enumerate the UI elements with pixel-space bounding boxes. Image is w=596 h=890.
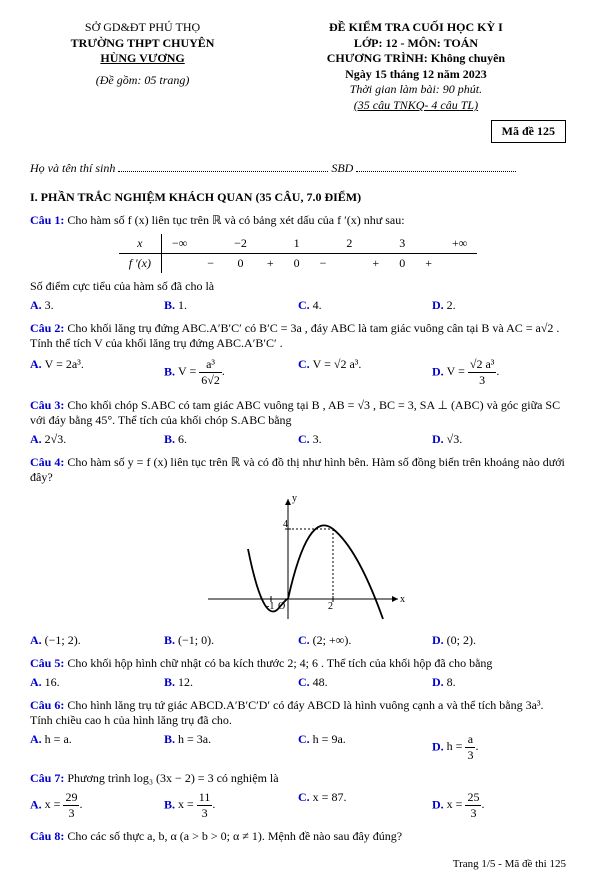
q2-ans-d: D. V = √2 a³3. [432, 357, 566, 388]
q5: Câu 5: Cho khối hộp hình chữ nhật có ba … [30, 656, 566, 671]
q3-text: Cho khối chóp S.ABC có tam giác ABC vuôn… [30, 398, 560, 427]
q7: Câu 7: Phương trình log₃ (3x − 2) = 3 có… [30, 771, 566, 786]
q4-ans-a: A. (−1; 2). [30, 633, 164, 648]
q7-text: Phương trình log₃ (3x − 2) = 3 có nghiệm… [67, 771, 278, 785]
q7-ans-d: D. x = 253. [432, 790, 566, 821]
doc-note: (Đề gồm: 05 trang) [30, 73, 255, 89]
q4-graph: x y 4 -1 O 2 [188, 489, 408, 629]
q7-ans-a: A. x = 293. [30, 790, 164, 821]
q7-label: Câu 7: [30, 771, 64, 785]
q4-label: Câu 4: [30, 455, 64, 469]
class-line: LỚP: 12 - MÔN: TOÁN [266, 36, 566, 52]
q1-stem2: Số điểm cực tiểu của hàm số đã cho là [30, 279, 566, 294]
q7-ans-c: C. x = 87. [298, 790, 432, 821]
q6-ans-d: D. h = a3. [432, 732, 566, 763]
q6-ans-b: B. h = 3a. [164, 732, 298, 763]
q4-ans-c: C. (2; +∞). [298, 633, 432, 648]
q4-ans-d: D. (0; 2). [432, 633, 566, 648]
q4: Câu 4: Cho hàm số y = f (x) liên tục trê… [30, 455, 566, 485]
svg-text:x: x [400, 594, 405, 605]
q1-ans-d: D. 2. [432, 298, 566, 313]
table-row: f ′(x)−0+0−+0+ [119, 253, 478, 273]
q6-answers: A. h = a. B. h = 3a. C. h = 9a. D. h = a… [30, 732, 566, 763]
q3-ans-d: D. √3. [432, 432, 566, 447]
q6: Câu 6: Cho hình lăng trụ tứ giác ABCD.A′… [30, 698, 566, 728]
q2-label: Câu 2: [30, 321, 64, 335]
q2: Câu 2: Cho khối lăng trụ đứng ABC.A′B′C′… [30, 321, 566, 351]
q8-label: Câu 8: [30, 829, 64, 843]
fill-line: Họ và tên thí sinh SBD [30, 161, 566, 176]
q6-ans-a: A. h = a. [30, 732, 164, 763]
q4-text: Cho hàm số y = f (x) liên tục trên ℝ và … [30, 455, 565, 484]
name-label: Họ và tên thí sinh [30, 161, 115, 175]
school-line1: TRƯỜNG THPT CHUYÊN [30, 36, 255, 52]
svg-text:4: 4 [283, 519, 288, 530]
q4-ans-b: B. (−1; 0). [164, 633, 298, 648]
q2-ans-c: C. V = √2 a³. [298, 357, 432, 388]
q3: Câu 3: Cho khối chóp S.ABC có tam giác A… [30, 398, 566, 428]
q5-label: Câu 5: [30, 656, 64, 670]
q5-text: Cho khối hộp hình chữ nhật có ba kích th… [67, 656, 492, 670]
q6-label: Câu 6: [30, 698, 64, 712]
q6-text: Cho hình lăng trụ tứ giác ABCD.A′B′C′D′ … [30, 698, 544, 727]
sbd-label: SBD [331, 161, 353, 175]
dept: SỞ GD&ĐT PHÚ THỌ [30, 20, 255, 36]
q3-ans-a: A. 2√3. [30, 432, 164, 447]
section1-title: I. PHẦN TRẮC NGHIỆM KHÁCH QUAN (35 CÂU, … [30, 190, 566, 205]
q1-label: Câu 1: [30, 213, 64, 227]
q1-ans-b: B. 1. [164, 298, 298, 313]
q5-ans-b: B. 12. [164, 675, 298, 690]
q4-answers: A. (−1; 2). B. (−1; 0). C. (2; +∞). D. (… [30, 633, 566, 648]
program-line: CHƯƠNG TRÌNH: Không chuyên [266, 51, 566, 67]
q5-ans-c: C. 48. [298, 675, 432, 690]
q2-ans-a: A. V = 2a³. [30, 357, 164, 388]
q1-sign-table: x−∞−2123+∞ f ′(x)−0+0−+0+ [119, 234, 478, 273]
q2-answers: A. V = 2a³. B. V = a³6√2. C. V = √2 a³. … [30, 355, 566, 390]
q8-text: Cho các số thực a, b, α (a > b > 0; α ≠ … [67, 829, 402, 843]
q5-answers: A. 16. B. 12. C. 48. D. 8. [30, 675, 566, 690]
svg-text:y: y [292, 493, 297, 504]
q2-ans-b: B. V = a³6√2. [164, 357, 298, 388]
q7-ans-b: B. x = 113. [164, 790, 298, 821]
date-line: Ngày 15 tháng 12 năm 2023 [266, 67, 566, 83]
q1-text: Cho hàm số f (x) liên tục trên ℝ và có b… [67, 213, 404, 227]
q6-ans-c: C. h = 9a. [298, 732, 432, 763]
q1-ans-c: C. 4. [298, 298, 432, 313]
format-line: (35 câu TNKQ- 4 câu TL) [266, 98, 566, 114]
header: SỞ GD&ĐT PHÚ THỌ TRƯỜNG THPT CHUYÊN HÙNG… [30, 20, 566, 114]
q1-ans-a: A. 3. [30, 298, 164, 313]
page-footer: Trang 1/5 - Mã đề thi 125 [30, 858, 566, 870]
header-left: SỞ GD&ĐT PHÚ THỌ TRƯỜNG THPT CHUYÊN HÙNG… [30, 20, 255, 114]
name-dotted [118, 171, 328, 172]
school-line2: HÙNG VƯƠNG [30, 51, 255, 67]
q1-answers: A. 3. B. 1. C. 4. D. 2. [30, 298, 566, 313]
duration-line: Thời gian làm bài: 90 phút. [266, 82, 566, 98]
q3-label: Câu 3: [30, 398, 64, 412]
q5-ans-d: D. 8. [432, 675, 566, 690]
q7-answers: A. x = 293. B. x = 113. C. x = 87. D. x … [30, 790, 566, 821]
exam-title: ĐỀ KIỂM TRA CUỐI HỌC KỲ I [266, 20, 566, 36]
table-row: x−∞−2123+∞ [119, 234, 478, 254]
q8: Câu 8: Cho các số thực a, b, α (a > b > … [30, 829, 566, 844]
svg-text:2: 2 [328, 601, 333, 612]
q3-ans-c: C. 3. [298, 432, 432, 447]
q3-answers: A. 2√3. B. 6. C. 3. D. √3. [30, 432, 566, 447]
q3-ans-b: B. 6. [164, 432, 298, 447]
q1: Câu 1: Cho hàm số f (x) liên tục trên ℝ … [30, 213, 566, 228]
q2-text: Cho khối lăng trụ đứng ABC.A′B′C′ có B′C… [30, 321, 559, 350]
exam-code-box: Mã đề 125 [491, 120, 566, 143]
q5-ans-a: A. 16. [30, 675, 164, 690]
sbd-dotted [356, 171, 516, 172]
header-right: ĐỀ KIỂM TRA CUỐI HỌC KỲ I LỚP: 12 - MÔN:… [266, 20, 566, 114]
